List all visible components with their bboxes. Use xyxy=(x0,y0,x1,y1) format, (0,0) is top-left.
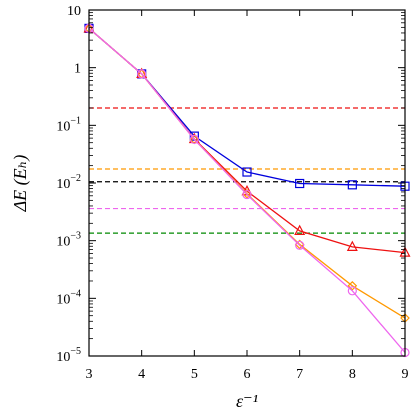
x-tick-label: 4 xyxy=(138,367,145,382)
y-tick-label: 10−4 xyxy=(56,288,81,307)
data-point-triangle xyxy=(346,240,358,251)
series-circle xyxy=(84,23,410,358)
x-tick-label: 7 xyxy=(296,367,303,382)
data-point-square xyxy=(242,167,252,177)
plot-frame xyxy=(88,9,406,357)
y-tick-label: 1 xyxy=(74,62,81,77)
series-line-circle xyxy=(88,27,406,353)
x-axis-label: ε⁻¹ xyxy=(236,391,258,411)
data-point-square xyxy=(347,180,357,190)
data-point-diamond xyxy=(347,280,358,291)
series-line-diamond xyxy=(88,27,406,319)
series-layer xyxy=(83,22,411,358)
y-axis-label: ΔE (Eₕ) xyxy=(10,155,31,213)
y-tick-label: 10−1 xyxy=(56,115,81,134)
data-point-circle xyxy=(295,240,305,250)
data-point-circle xyxy=(189,134,199,145)
x-tick-label: 5 xyxy=(191,367,198,382)
x-tick-label: 3 xyxy=(86,367,93,382)
series-line-triangle xyxy=(88,27,406,254)
series-line-square xyxy=(88,27,406,187)
series-square xyxy=(84,23,410,191)
x-tick-label: 8 xyxy=(349,367,356,382)
data-point-circle xyxy=(347,286,357,296)
y-tick-label: 10−2 xyxy=(56,173,81,192)
series-triangle xyxy=(83,22,411,257)
x-tick-label: 6 xyxy=(244,367,251,382)
y-tick-label: 10 xyxy=(67,4,81,19)
axis-ticks: 3 4 5 6 7 8 9 10 1 10−1 10−2 10−3 10−4 10−5 xyxy=(56,4,408,382)
y-tick-label: 10−3 xyxy=(56,231,81,250)
series-diamond xyxy=(84,23,410,323)
y-tick-label: 10−5 xyxy=(56,346,81,365)
data-point-triangle xyxy=(294,224,306,235)
reference-lines xyxy=(89,107,405,234)
data-point-circle xyxy=(137,69,147,79)
data-point-circle xyxy=(242,189,252,200)
data-point-square xyxy=(295,178,305,189)
x-tick-label: 9 xyxy=(402,367,409,382)
